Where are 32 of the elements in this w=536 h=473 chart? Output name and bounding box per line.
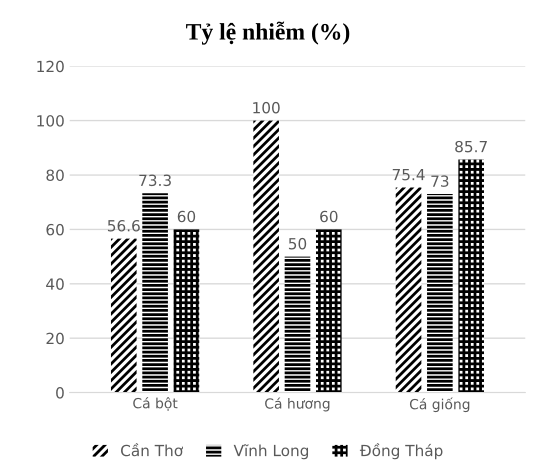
data-label: 56.6: [108, 220, 140, 232]
data-label: 73.3: [139, 174, 171, 186]
bar: [316, 229, 342, 393]
x-tick-label: Cá giống: [410, 397, 470, 412]
y-tick-label: 100: [37, 115, 64, 127]
bar: [427, 194, 453, 393]
data-label: 60: [178, 210, 196, 222]
data-label: 50: [288, 238, 306, 250]
x-tick-label: Cá hương: [265, 397, 330, 412]
legend-label: Cần Thơ: [121, 443, 183, 456]
y-tick-label: 0: [56, 387, 64, 399]
x-tick-label: Cá bột: [133, 397, 178, 411]
legend-label: Đồng Tháp: [360, 443, 442, 460]
y-tick-label: 80: [46, 169, 64, 182]
data-label: 75.4: [392, 169, 425, 180]
y-tick-label: 60: [46, 224, 64, 236]
legend-label: Vĩnh Long: [234, 444, 308, 460]
bar: [253, 120, 279, 393]
data-label: 73: [431, 175, 448, 187]
bar: [458, 160, 484, 393]
bar: [110, 238, 137, 393]
chart-title: Tỷ lệ nhiễm (%): [186, 22, 350, 45]
data-label: 100: [253, 102, 280, 114]
y-tick-label: 120: [37, 60, 64, 72]
bar: [174, 229, 200, 393]
bar: [284, 256, 310, 393]
data-label: 85.7: [455, 140, 487, 152]
y-tick-label: 20: [46, 332, 64, 344]
data-label: 60: [320, 210, 338, 222]
y-tick-label: 40: [46, 278, 64, 290]
bar: [142, 193, 168, 393]
bar: [396, 188, 422, 393]
